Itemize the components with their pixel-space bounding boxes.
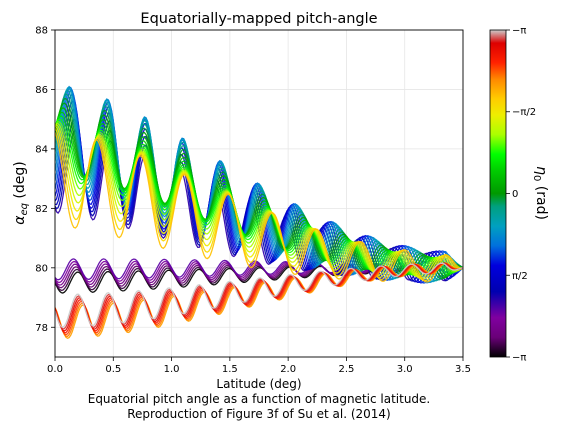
x-tick-label: 2.5 [338,364,354,375]
trajectory-line [55,262,463,328]
caption-line-2: Reproduction of Figure 3f of Su et al. (… [127,407,390,421]
colorbar [489,29,507,358]
y-tick-label: 78 [35,323,48,334]
trajectory-line [55,258,463,281]
colorbar-tick-label: −π [512,353,526,364]
plot-frame [54,29,464,358]
y-tick-label: 88 [35,26,48,37]
y-tick-label: 80 [35,263,48,274]
y-tick-label: 84 [35,144,48,155]
chart-title: Equatorially-mapped pitch-angle [140,11,377,27]
x-tick-label: 0.0 [47,364,63,375]
colorbar-ticks: −π −π/2 0 π/2 −π [506,25,536,364]
trajectory-line [55,127,463,282]
x-tick-label: 3.0 [397,364,413,375]
colorbar-tick-label: π/2 [512,271,528,282]
caption-line-1: Equatorial pitch angle as a function of … [88,392,431,406]
x-tick-label: 1.5 [222,364,238,375]
y-axis-label: αeq (deg) [12,161,30,225]
trajectory-curves [55,85,463,340]
y-axis-ticks: 78 80 82 84 86 88 [35,26,55,334]
x-axis-ticks: 0.0 0.5 1.0 1.5 2.0 2.5 3.0 3.5 [47,357,471,375]
x-tick-label: 3.5 [455,364,471,375]
y-tick-label: 86 [35,85,48,96]
trajectory-line [55,125,463,281]
colorbar-tick-label: −π/2 [512,107,536,118]
y-tick-label: 82 [35,204,48,215]
colorbar-label: η0 (rad) [531,166,549,220]
trajectory-line [55,111,463,276]
x-tick-label: 1.0 [164,364,180,375]
colorbar-tick-label: −π [512,25,526,36]
trajectory-line [55,132,463,283]
colorbar-tick-label: 0 [512,189,518,200]
x-axis-label: Latitude (deg) [216,377,301,391]
x-tick-label: 0.5 [105,364,121,375]
x-tick-label: 2.0 [280,364,296,375]
trajectory-line [55,124,463,279]
